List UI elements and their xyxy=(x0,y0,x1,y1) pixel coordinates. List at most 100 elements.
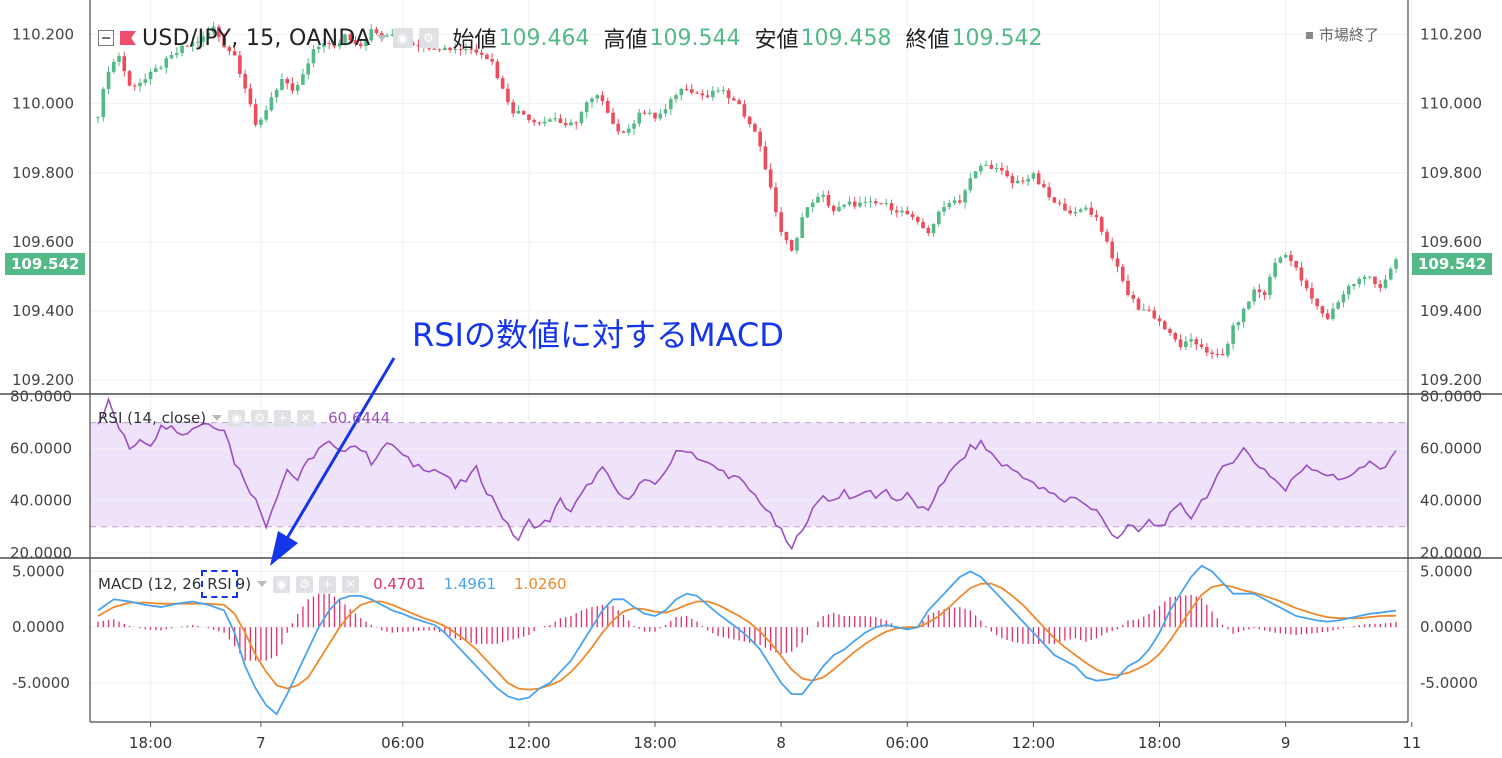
candle xyxy=(521,110,526,115)
candle xyxy=(1236,322,1241,326)
macd-title-suffix[interactable]: 9) xyxy=(235,575,252,593)
candle xyxy=(1325,313,1330,319)
last-price-tag-right: 109.542 xyxy=(1412,253,1493,275)
candle xyxy=(1283,254,1288,258)
candle xyxy=(1194,339,1199,345)
close-value: 109.542 xyxy=(951,25,1043,51)
candle xyxy=(742,104,747,117)
candle xyxy=(1152,310,1157,319)
open-label: 始値 xyxy=(452,28,497,53)
macd-axis-tick-left: 0.0000 xyxy=(12,618,65,636)
candle xyxy=(1042,184,1046,188)
time-axis-tick: 9 xyxy=(1281,734,1291,752)
candle xyxy=(332,43,337,47)
candle xyxy=(989,164,994,169)
chevron-down-icon[interactable] xyxy=(212,415,223,421)
candle xyxy=(1147,309,1151,311)
candle xyxy=(390,34,395,36)
price-axis-tick-right: 110.200 xyxy=(1420,26,1482,44)
candle xyxy=(243,73,247,89)
time-axis-tick: 06:00 xyxy=(381,734,424,752)
macd-value: 1.4961 xyxy=(443,575,497,593)
candle xyxy=(1131,294,1136,299)
candle xyxy=(1063,203,1067,211)
collapse-legend-button[interactable] xyxy=(98,30,114,46)
candle xyxy=(248,88,253,105)
price-axis-tick-left: 109.400 xyxy=(12,302,74,320)
candle xyxy=(1278,257,1283,263)
candle xyxy=(290,83,295,91)
candle xyxy=(1026,178,1030,182)
flag-icon[interactable] xyxy=(120,31,136,45)
plus-icon[interactable]: + xyxy=(274,409,292,427)
close-icon[interactable]: ✕ xyxy=(342,575,360,593)
gear-icon[interactable]: ⚙ xyxy=(251,409,269,427)
candle xyxy=(1005,170,1009,177)
candle xyxy=(563,123,568,126)
candle xyxy=(343,34,347,43)
candle xyxy=(185,45,190,47)
candle xyxy=(711,90,715,97)
candle xyxy=(1000,167,1004,171)
candle xyxy=(443,47,447,51)
signal-value: 1.0260 xyxy=(514,575,567,593)
candle xyxy=(1178,339,1183,348)
candle xyxy=(642,112,647,114)
price-axis-tick-left: 109.600 xyxy=(12,233,74,251)
gear-icon[interactable]: ⚙ xyxy=(296,575,314,593)
macd-source-highlight[interactable]: RSI xyxy=(201,570,238,598)
gear-icon[interactable]: ⚙ xyxy=(418,28,439,48)
candle xyxy=(327,43,332,45)
eye-icon[interactable]: ◉ xyxy=(273,575,291,593)
candle xyxy=(337,42,342,47)
candle xyxy=(101,88,106,118)
candle xyxy=(369,29,374,41)
rsi-axis-tick-left: 20.0000 xyxy=(10,544,72,562)
candle xyxy=(858,202,862,207)
close-icon[interactable]: ✕ xyxy=(297,409,315,427)
macd-title-prefix[interactable]: MACD (12, 26 xyxy=(98,575,202,593)
candle xyxy=(527,114,531,121)
plus-icon[interactable]: + xyxy=(319,575,337,593)
rsi-title[interactable]: RSI (14, close) xyxy=(98,409,207,427)
candle xyxy=(1299,267,1304,281)
candle xyxy=(632,123,636,129)
symbol-title[interactable]: USD/JPY, 15, OANDA xyxy=(142,25,371,51)
candle xyxy=(1241,308,1246,323)
candle xyxy=(663,109,668,114)
candle xyxy=(479,52,484,55)
candle xyxy=(926,227,931,234)
candle xyxy=(695,92,699,94)
candle xyxy=(700,93,705,96)
candles xyxy=(96,21,1398,360)
candle xyxy=(705,95,710,97)
candle xyxy=(653,112,657,119)
candle xyxy=(816,196,820,203)
eye-icon[interactable]: ◉ xyxy=(392,28,413,48)
candle xyxy=(238,55,242,74)
candle xyxy=(726,90,731,99)
candle xyxy=(227,47,232,52)
price-axis-tick-left: 110.000 xyxy=(12,95,74,113)
candle xyxy=(831,205,836,212)
candle xyxy=(800,217,804,239)
macd-axis-tick-left: 5.0000 xyxy=(12,562,65,580)
candle xyxy=(1073,211,1078,214)
open-value: 109.464 xyxy=(498,25,590,51)
candle xyxy=(716,90,720,92)
candle xyxy=(779,212,783,232)
eye-icon[interactable]: ◉ xyxy=(228,409,246,427)
candle xyxy=(979,165,983,172)
chevron-down-icon[interactable] xyxy=(257,581,268,587)
macd-line xyxy=(97,564,1397,716)
candle xyxy=(1120,266,1125,281)
candle xyxy=(894,210,899,213)
candle xyxy=(196,41,200,43)
candle xyxy=(584,102,589,113)
chevron-down-icon[interactable] xyxy=(376,35,387,41)
candle xyxy=(947,203,952,208)
candle xyxy=(1015,180,1020,184)
close-label: 終値 xyxy=(905,28,950,53)
candle xyxy=(1262,292,1267,296)
